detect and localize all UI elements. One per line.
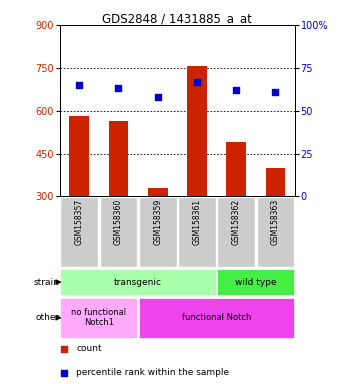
Text: GSM158357: GSM158357 [75,199,84,245]
Text: other: other [35,313,59,322]
Bar [60,197,98,267]
Point [155,94,160,100]
Bar [70,116,89,196]
Point [233,87,239,93]
Bar [217,269,294,295]
Point [62,346,67,352]
Bar [148,188,167,196]
Bar [256,197,294,267]
Bar [178,197,216,267]
Bar [187,66,207,196]
Text: GSM158362: GSM158362 [232,199,241,245]
Point [116,85,121,91]
Bar [226,142,246,196]
Point [76,82,82,88]
Bar [100,197,137,267]
Text: GSM158359: GSM158359 [153,199,162,245]
Text: no functional
Notch1: no functional Notch1 [71,308,127,328]
Bar [266,168,285,196]
Bar [109,121,128,196]
Bar [60,269,216,295]
Text: GSM158361: GSM158361 [192,199,202,245]
Text: wild type: wild type [235,278,277,286]
Bar [60,298,137,338]
Text: GSM158363: GSM158363 [271,199,280,245]
Point [194,78,199,84]
Text: strain: strain [33,278,59,286]
Text: percentile rank within the sample: percentile rank within the sample [76,368,229,377]
Text: functional Notch: functional Notch [182,313,251,322]
Point [62,369,67,376]
Text: count: count [76,344,102,353]
Bar [217,197,255,267]
Text: GSM158360: GSM158360 [114,199,123,245]
Point [272,89,278,95]
Title: GDS2848 / 1431885_a_at: GDS2848 / 1431885_a_at [102,12,252,25]
Bar [139,298,294,338]
Text: transgenic: transgenic [114,278,162,286]
Bar [139,197,177,267]
